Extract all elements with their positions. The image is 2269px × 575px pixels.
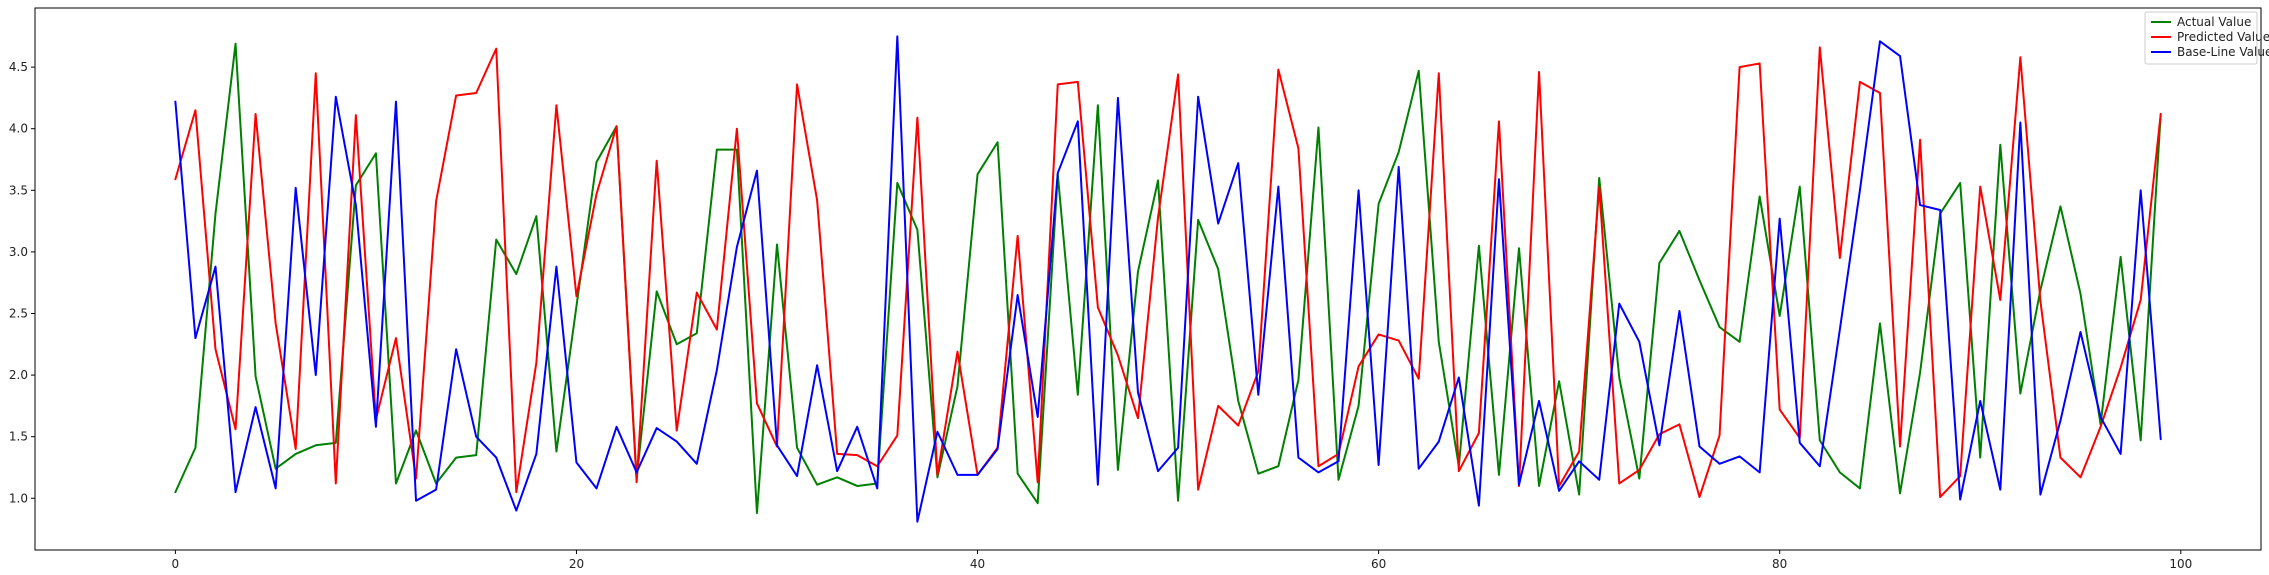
- y-tick-label: 4.5: [9, 60, 28, 74]
- y-tick-label: 1.5: [9, 430, 28, 444]
- x-tick-label: 100: [2169, 557, 2192, 571]
- x-tick-label: 40: [970, 557, 985, 571]
- legend-label: Actual Value: [2177, 15, 2251, 29]
- axes-frame: [34, 7, 2262, 551]
- series-layer: [174, 35, 2162, 523]
- y-tick-label: 2.5: [9, 306, 28, 320]
- x-tick-label: 20: [569, 557, 584, 571]
- x-tick-label: 60: [1371, 557, 1386, 571]
- y-tick-label: 4.0: [9, 122, 28, 136]
- legend-label: Base-Line Value: [2177, 45, 2269, 59]
- series-line-predicted-value: [174, 46, 2162, 499]
- legend-box: [2144, 11, 2258, 65]
- y-tick-label: 2.0: [9, 368, 28, 382]
- y-tick-label: 3.5: [9, 183, 28, 197]
- series-line-base-line-value: [174, 35, 2162, 523]
- x-tick-label: 0: [172, 557, 180, 571]
- legend-label: Predicted Value: [2177, 30, 2269, 44]
- x-tick-label: 80: [1772, 557, 1787, 571]
- axes-layer: 0 20 40 60 80 100 1.0 1.5 2.0 2.5 3.0 3.5 4.0 4.5: [9, 7, 2262, 571]
- y-tick-label: 1.0: [9, 491, 28, 505]
- y-tick-label: 3.0: [9, 245, 28, 259]
